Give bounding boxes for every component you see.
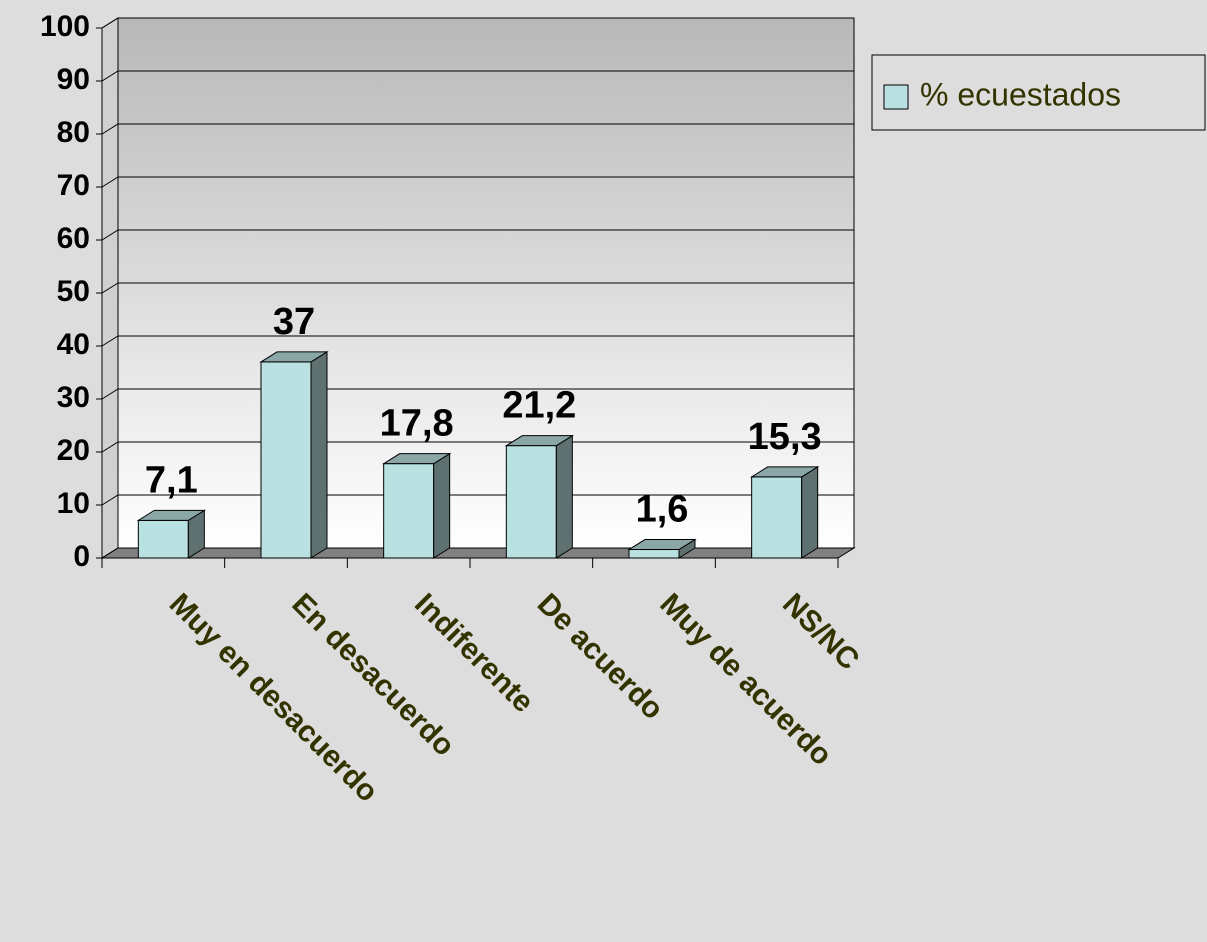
- y-tick-label: 10: [57, 487, 90, 520]
- floor: [100, 547, 856, 559]
- bar-side: [801, 466, 819, 559]
- bar-side: [310, 350, 328, 559]
- y-tick-label: 70: [57, 169, 90, 202]
- grid-line: [101, 441, 854, 453]
- bar: [136, 509, 207, 559]
- bar: [381, 452, 452, 559]
- bar-front: [505, 445, 557, 559]
- y-tick-label: 50: [57, 275, 90, 308]
- value-label: 21,2: [502, 385, 576, 427]
- grid-line: [101, 17, 854, 29]
- x-tick-label: De acuerdo: [531, 587, 670, 726]
- bar-front: [260, 361, 312, 559]
- bar-front: [137, 519, 189, 559]
- y-tick-label: 80: [57, 116, 90, 149]
- grid-line: [101, 494, 854, 506]
- grid-line: [101, 176, 854, 188]
- x-tick-label: Indiferente: [408, 587, 540, 719]
- bar-top: [749, 466, 820, 478]
- bar-top: [504, 435, 575, 447]
- x-tick-label: NS/NC: [776, 587, 865, 676]
- y-tick-label: 0: [73, 540, 90, 573]
- bar-front: [628, 549, 680, 559]
- x-tick-label: Muy en desacuerdo: [163, 587, 384, 808]
- y-tick-label: 40: [57, 328, 90, 361]
- value-label: 37: [273, 301, 315, 343]
- bar-top: [136, 509, 207, 521]
- bar-front: [751, 476, 803, 559]
- bar-side: [555, 434, 573, 559]
- bar-front: [383, 463, 435, 559]
- bar-top: [259, 351, 329, 363]
- legend-swatch: [883, 84, 909, 110]
- value-label: 7,1: [145, 459, 198, 501]
- y-tick-label: 100: [40, 10, 90, 43]
- grid-line: [101, 547, 854, 559]
- bar-top: [381, 453, 452, 465]
- bar: [749, 466, 820, 559]
- y-tick-label: 60: [57, 222, 90, 255]
- grid-line: [101, 229, 854, 241]
- grid-line: [101, 282, 854, 294]
- bar: [259, 350, 329, 559]
- legend-box: [871, 54, 1206, 131]
- value-label: 15,3: [748, 416, 822, 458]
- grid-line: [101, 335, 854, 347]
- value-label: 1,6: [636, 489, 689, 531]
- legend-label: % ecuestados: [920, 76, 1121, 112]
- grid-line: [101, 388, 854, 400]
- y-tick-label: 90: [57, 63, 90, 96]
- legend: % ecuestados: [871, 54, 1206, 131]
- bar: [504, 434, 575, 559]
- grid-line: [101, 70, 854, 82]
- bar: [627, 538, 697, 559]
- value-label: 17,8: [380, 403, 454, 445]
- y-tick-label: 20: [57, 434, 90, 467]
- bar-side: [433, 452, 451, 559]
- bar-top: [627, 539, 697, 551]
- grid-line: [101, 123, 854, 135]
- y-tick-label: 30: [57, 381, 90, 414]
